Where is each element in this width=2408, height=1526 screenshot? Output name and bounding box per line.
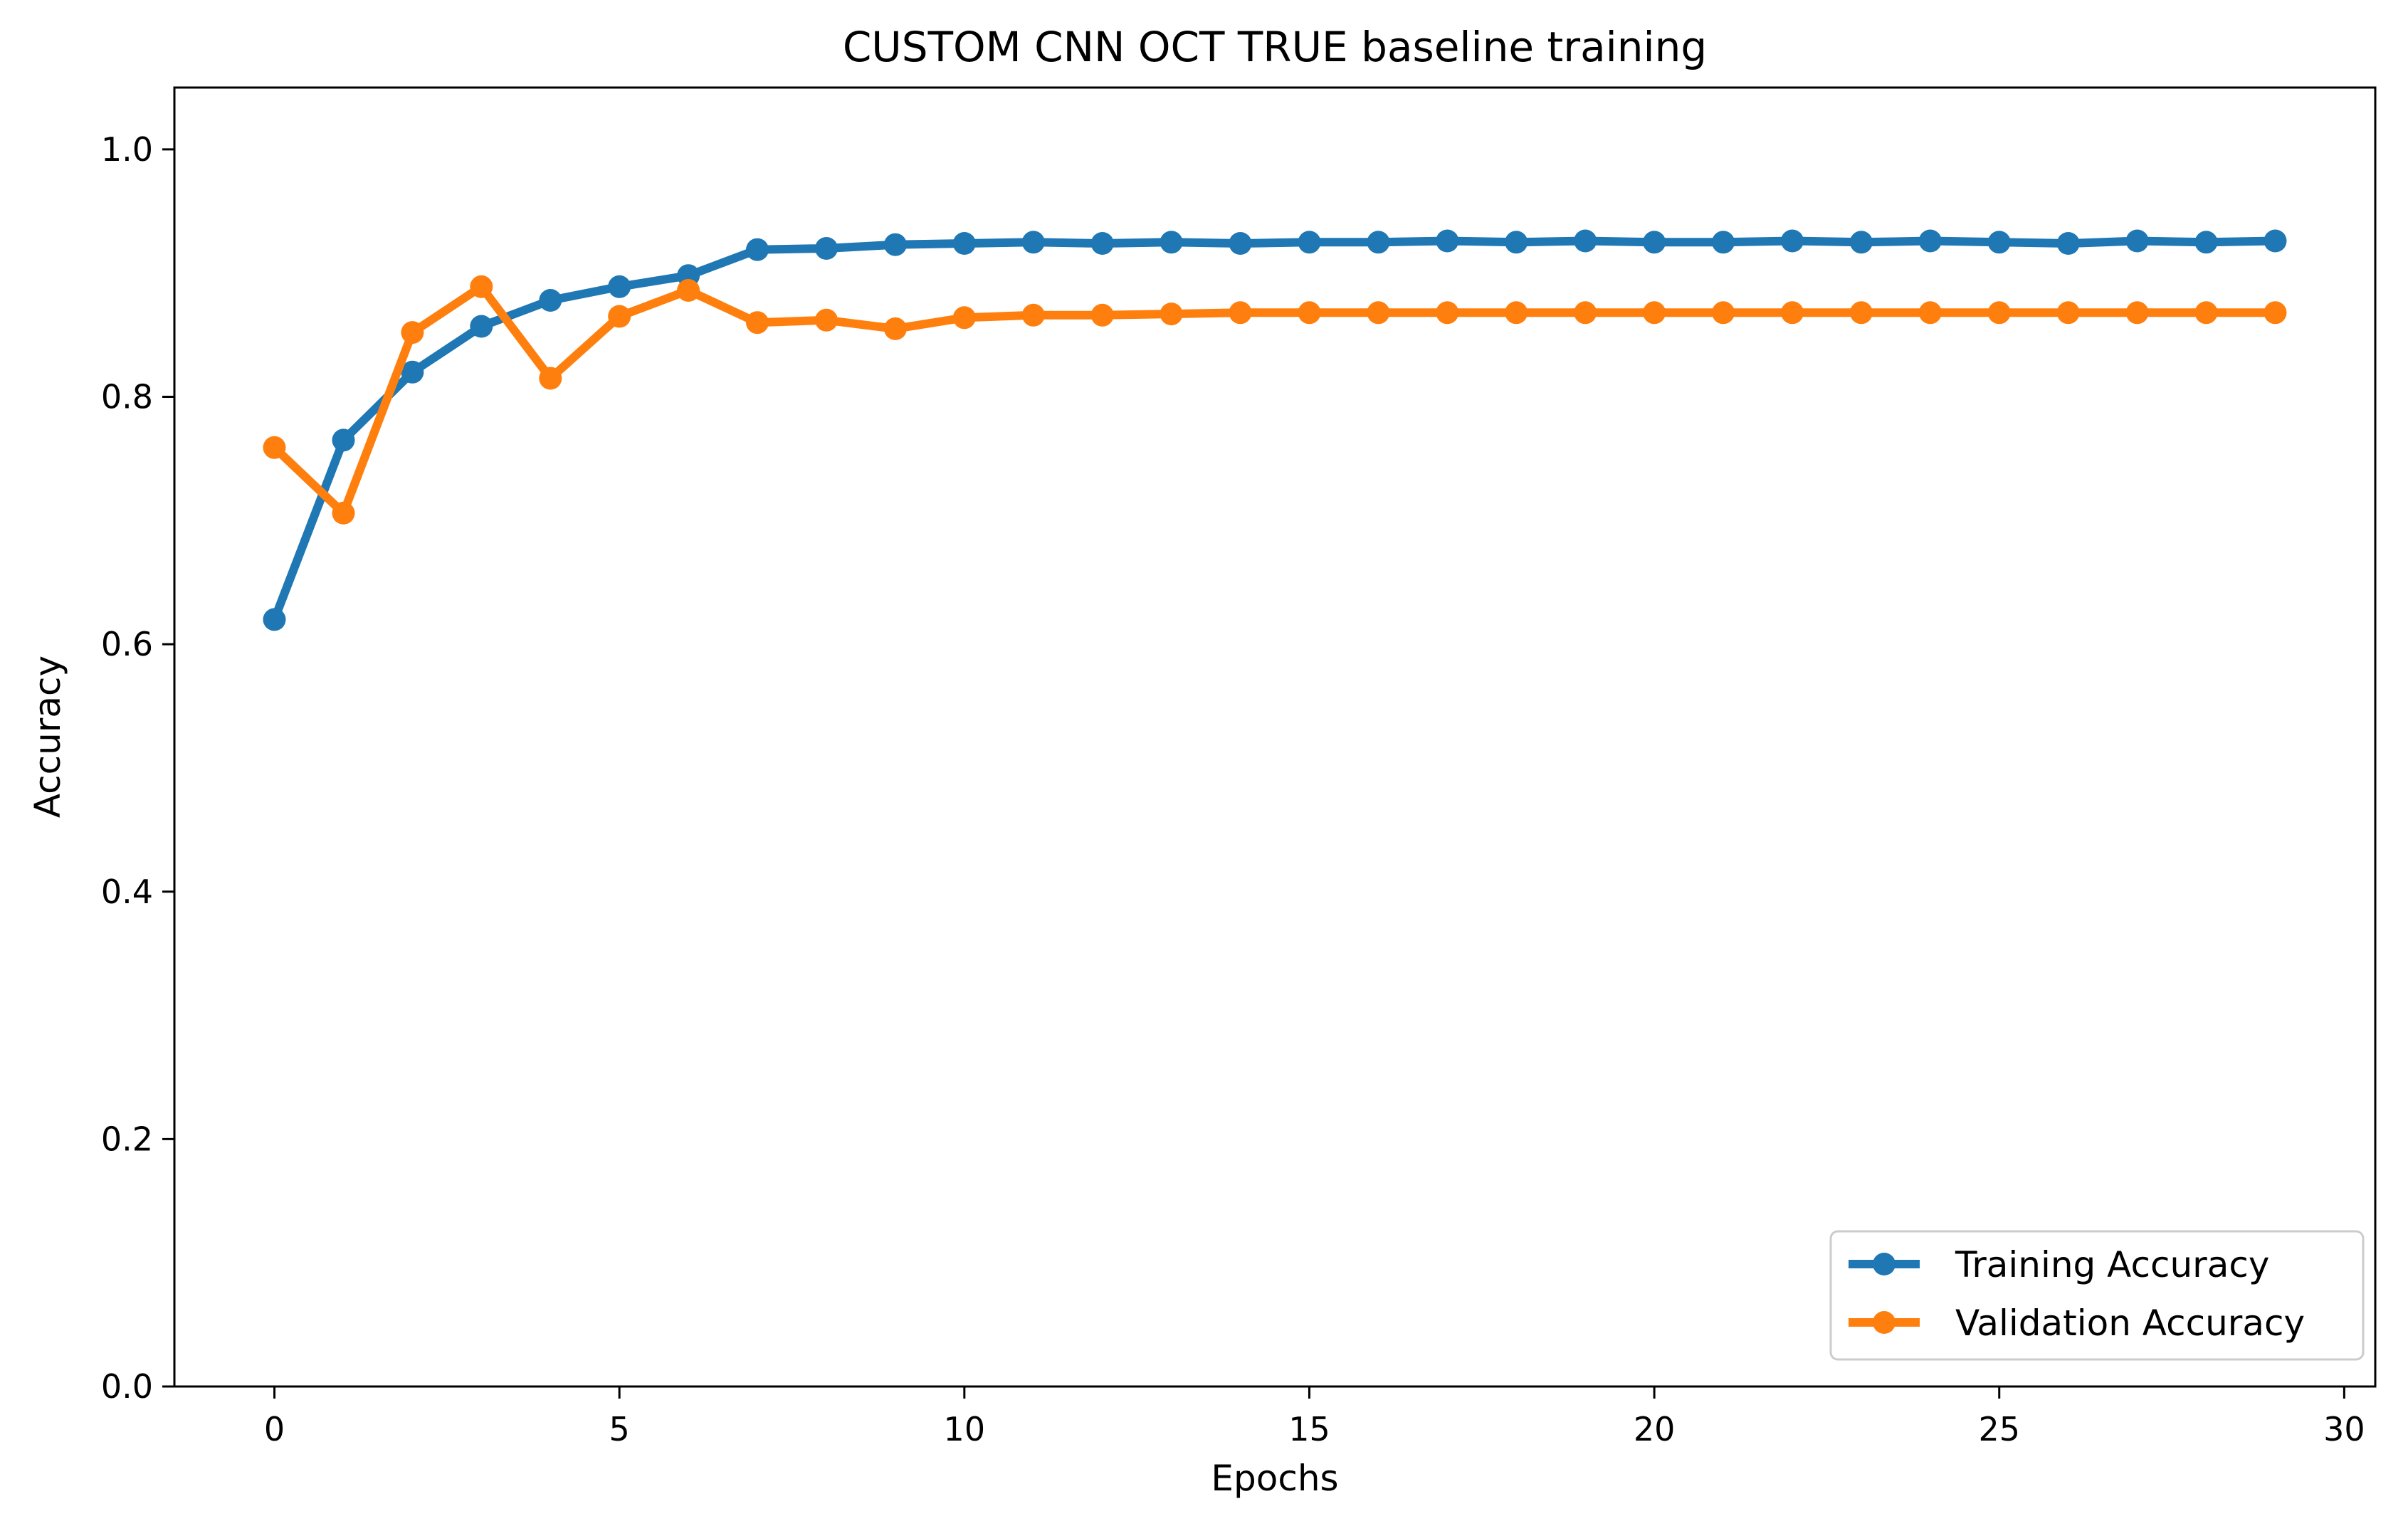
y-tick-label-0.0: 0.0 (101, 1367, 153, 1406)
data-point-training-accuracy-7 (746, 238, 769, 261)
data-point-validation-accuracy-6 (677, 279, 700, 302)
data-point-validation-accuracy-23 (1849, 301, 1873, 325)
data-point-validation-accuracy-8 (815, 308, 838, 332)
x-tick-label-20: 20 (1634, 1410, 1676, 1448)
chart-title: CUSTOM CNN OCT TRUE baseline training (843, 23, 1707, 71)
y-tick-label-0.8: 0.8 (101, 378, 153, 416)
data-point-training-accuracy-12 (1090, 232, 1114, 255)
x-tick-label-5: 5 (609, 1410, 630, 1448)
data-point-validation-accuracy-26 (2056, 301, 2080, 325)
data-point-validation-accuracy-17 (1436, 301, 1459, 325)
legend-label-training: Training Accuracy (1955, 1244, 2269, 1285)
legend-marker-validation (1873, 1311, 1896, 1334)
data-point-training-accuracy-14 (1229, 232, 1252, 255)
data-point-training-accuracy-9 (883, 233, 907, 256)
data-point-validation-accuracy-19 (1574, 301, 1597, 325)
data-point-training-accuracy-28 (2194, 231, 2218, 254)
data-point-validation-accuracy-29 (2264, 301, 2287, 325)
data-point-training-accuracy-13 (1160, 231, 1183, 254)
data-point-training-accuracy-1 (332, 428, 355, 452)
data-point-training-accuracy-21 (1712, 231, 1735, 254)
data-point-validation-accuracy-13 (1160, 302, 1183, 326)
data-point-training-accuracy-24 (1918, 229, 1942, 253)
data-point-validation-accuracy-15 (1298, 301, 1321, 325)
y-axis-label: Accuracy (27, 656, 68, 818)
data-point-training-accuracy-29 (2264, 229, 2287, 253)
plot-area (174, 88, 2375, 1386)
x-axis-label: Epochs (1211, 1458, 1338, 1499)
legend-frame (1829, 1230, 2365, 1361)
data-point-validation-accuracy-14 (1229, 301, 1252, 325)
data-point-validation-accuracy-12 (1090, 303, 1114, 327)
data-point-training-accuracy-4 (539, 289, 562, 312)
data-point-training-accuracy-20 (1643, 231, 1666, 254)
data-point-validation-accuracy-16 (1367, 301, 1390, 325)
y-tick-label-0.2: 0.2 (101, 1120, 153, 1158)
data-point-training-accuracy-26 (2056, 232, 2080, 255)
data-point-validation-accuracy-22 (1781, 301, 1804, 325)
data-point-training-accuracy-0 (263, 608, 286, 631)
data-point-training-accuracy-15 (1298, 231, 1321, 254)
x-tick-label-0: 0 (264, 1410, 285, 1448)
x-tick-label-30: 30 (2323, 1410, 2365, 1448)
data-point-validation-accuracy-10 (952, 306, 976, 330)
data-point-training-accuracy-27 (2125, 229, 2149, 253)
data-point-training-accuracy-11 (1021, 231, 1045, 254)
data-point-validation-accuracy-20 (1643, 301, 1666, 325)
data-point-validation-accuracy-18 (1505, 301, 1528, 325)
series-line-validation-accuracy (271, 282, 2276, 517)
data-point-training-accuracy-8 (815, 237, 838, 260)
data-point-training-accuracy-17 (1436, 229, 1459, 253)
y-tick-label-0.4: 0.4 (101, 873, 153, 911)
data-point-validation-accuracy-5 (608, 305, 631, 328)
data-point-training-accuracy-16 (1367, 231, 1390, 254)
data-point-validation-accuracy-9 (883, 317, 907, 340)
data-point-training-accuracy-23 (1849, 231, 1873, 254)
x-tick-label-10: 10 (944, 1410, 986, 1448)
data-point-validation-accuracy-27 (2125, 301, 2149, 325)
data-point-training-accuracy-22 (1781, 229, 1804, 253)
legend: Training Accuracy Validation Accuracy (1829, 1230, 2365, 1361)
legend-label-validation: Validation Accuracy (1955, 1303, 2305, 1344)
data-point-validation-accuracy-3 (470, 275, 493, 298)
data-point-validation-accuracy-28 (2194, 301, 2218, 325)
legend-marker-training (1873, 1253, 1896, 1275)
data-point-validation-accuracy-24 (1918, 301, 1942, 325)
data-point-training-accuracy-2 (401, 360, 424, 384)
y-axis-ticks: 0.0 0.2 0.4 0.6 0.8 1.0 (101, 130, 174, 1406)
series-line-training-accuracy (270, 236, 2276, 621)
data-point-training-accuracy-10 (952, 232, 976, 255)
data-point-validation-accuracy-25 (1987, 301, 2011, 325)
x-axis-ticks: 0 5 10 15 20 25 30 (264, 1386, 2365, 1448)
data-point-validation-accuracy-1 (332, 501, 355, 525)
data-point-validation-accuracy-0 (263, 436, 286, 459)
data-point-training-accuracy-3 (470, 315, 493, 338)
data-point-validation-accuracy-2 (401, 321, 424, 344)
data-point-validation-accuracy-7 (746, 311, 769, 335)
plot-frame (173, 86, 2377, 1388)
x-tick-label-15: 15 (1288, 1410, 1330, 1448)
series-layer (263, 229, 2287, 631)
data-point-training-accuracy-25 (1987, 231, 2011, 254)
data-point-training-accuracy-5 (608, 275, 631, 298)
data-point-validation-accuracy-11 (1021, 303, 1045, 327)
x-tick-label-25: 25 (1978, 1410, 2020, 1448)
y-tick-label-0.6: 0.6 (101, 625, 153, 663)
data-point-training-accuracy-19 (1574, 229, 1597, 253)
y-tick-label-1.0: 1.0 (101, 130, 153, 169)
data-point-training-accuracy-18 (1505, 231, 1528, 254)
data-point-validation-accuracy-4 (539, 367, 562, 390)
data-point-validation-accuracy-21 (1712, 301, 1735, 325)
